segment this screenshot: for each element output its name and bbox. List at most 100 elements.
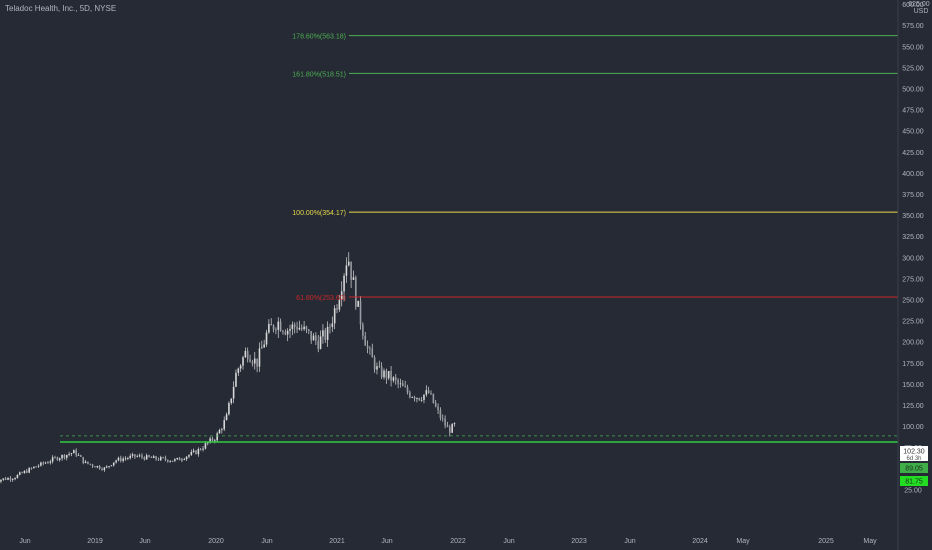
candle-body: [197, 448, 200, 455]
candle: [326, 321, 329, 347]
y-tick-label: 250.00: [902, 298, 924, 305]
candle: [94, 465, 96, 468]
candle: [131, 452, 134, 458]
candle-body: [373, 357, 376, 370]
candle-body: [385, 370, 388, 379]
candle: [284, 329, 287, 336]
x-tick-label: Jun: [624, 538, 635, 545]
candle-body: [115, 460, 117, 463]
y-tick-label: 575.00: [902, 23, 924, 30]
candle-body: [425, 390, 428, 395]
candle: [345, 257, 348, 283]
candle-body: [411, 397, 414, 398]
candle-body: [331, 323, 334, 327]
candle-body: [319, 336, 322, 349]
candle: [261, 340, 263, 349]
candle-body: [286, 330, 289, 335]
candle: [277, 317, 280, 338]
y-tick-label: 25.00: [904, 487, 922, 494]
candle: [446, 421, 449, 428]
candle: [185, 456, 188, 461]
candle-body: [402, 383, 404, 387]
candle-body: [282, 331, 284, 333]
candle: [411, 396, 414, 398]
candle: [159, 455, 162, 462]
candle-body: [352, 277, 355, 280]
candle-body: [230, 398, 233, 403]
candle-body: [141, 455, 143, 458]
candle-body: [270, 323, 273, 326]
fib-level-label: 100.00%(354.17): [292, 210, 346, 217]
candle: [244, 347, 247, 358]
candle-body: [204, 443, 207, 449]
candle: [120, 455, 122, 463]
candle: [404, 380, 406, 388]
candle-body: [4, 478, 7, 480]
candle-body: [169, 461, 171, 462]
candle-body: [451, 424, 453, 433]
y-tick-label: 175.00: [902, 361, 924, 368]
candle: [122, 456, 124, 463]
candle-body: [446, 425, 449, 428]
candle-body: [420, 399, 423, 401]
x-axis[interactable]: Jun 2019 Jun 2020 Jun 2021 Jun 2022 Jun 2023 Jun 20…: [19, 538, 877, 545]
fib-lines-layer: 178.60%(563.18) 161.80%(518.51) 100.00%(35…: [60, 34, 898, 443]
candle: [129, 453, 132, 460]
candle-body: [98, 465, 101, 469]
candle: [373, 355, 376, 373]
candle-body: [68, 454, 70, 455]
candle-body: [380, 366, 383, 378]
candle: [383, 368, 385, 380]
candle-body: [251, 361, 254, 364]
candle: [157, 457, 160, 461]
candle: [441, 414, 444, 422]
candle-body: [2, 478, 5, 480]
candle-body: [101, 468, 103, 470]
candle: [416, 397, 418, 403]
candle-body: [256, 358, 258, 367]
candle-body: [75, 450, 77, 456]
x-tick-label: May: [736, 538, 750, 545]
candle-body: [105, 466, 108, 468]
candle-body: [190, 451, 193, 455]
candle-body: [218, 430, 221, 434]
candle-body: [444, 418, 446, 426]
candle: [298, 320, 301, 331]
candle-body: [110, 465, 113, 467]
candle: [2, 478, 5, 481]
candle-body: [216, 433, 218, 441]
candle: [26, 468, 28, 474]
y-tick-label: 425.00: [902, 150, 924, 157]
y-tick-label: 600.00: [902, 2, 924, 9]
candle: [399, 378, 402, 388]
candle: [228, 401, 230, 416]
candle: [108, 465, 110, 469]
candle: [84, 459, 87, 464]
candle-body: [16, 474, 19, 479]
candle-body: [272, 325, 275, 330]
candle: [195, 450, 197, 455]
candle: [343, 273, 345, 302]
candle-body: [441, 418, 444, 419]
candle: [289, 324, 291, 339]
y-tick-label: 300.00: [902, 255, 924, 262]
candle: [70, 452, 73, 457]
candle: [449, 424, 451, 437]
x-tick-label: 2022: [450, 538, 466, 545]
candle-body: [413, 397, 416, 399]
candle: [80, 454, 82, 458]
candle-body: [89, 463, 92, 465]
candle-body: [21, 472, 23, 474]
candle: [23, 470, 26, 474]
candle-body: [54, 457, 56, 459]
candle-body: [9, 478, 12, 480]
candle: [272, 324, 275, 333]
candle-body: [258, 348, 261, 367]
candle: [190, 449, 193, 456]
candle: [105, 465, 108, 469]
candle: [110, 465, 113, 467]
candle-body: [63, 454, 66, 458]
